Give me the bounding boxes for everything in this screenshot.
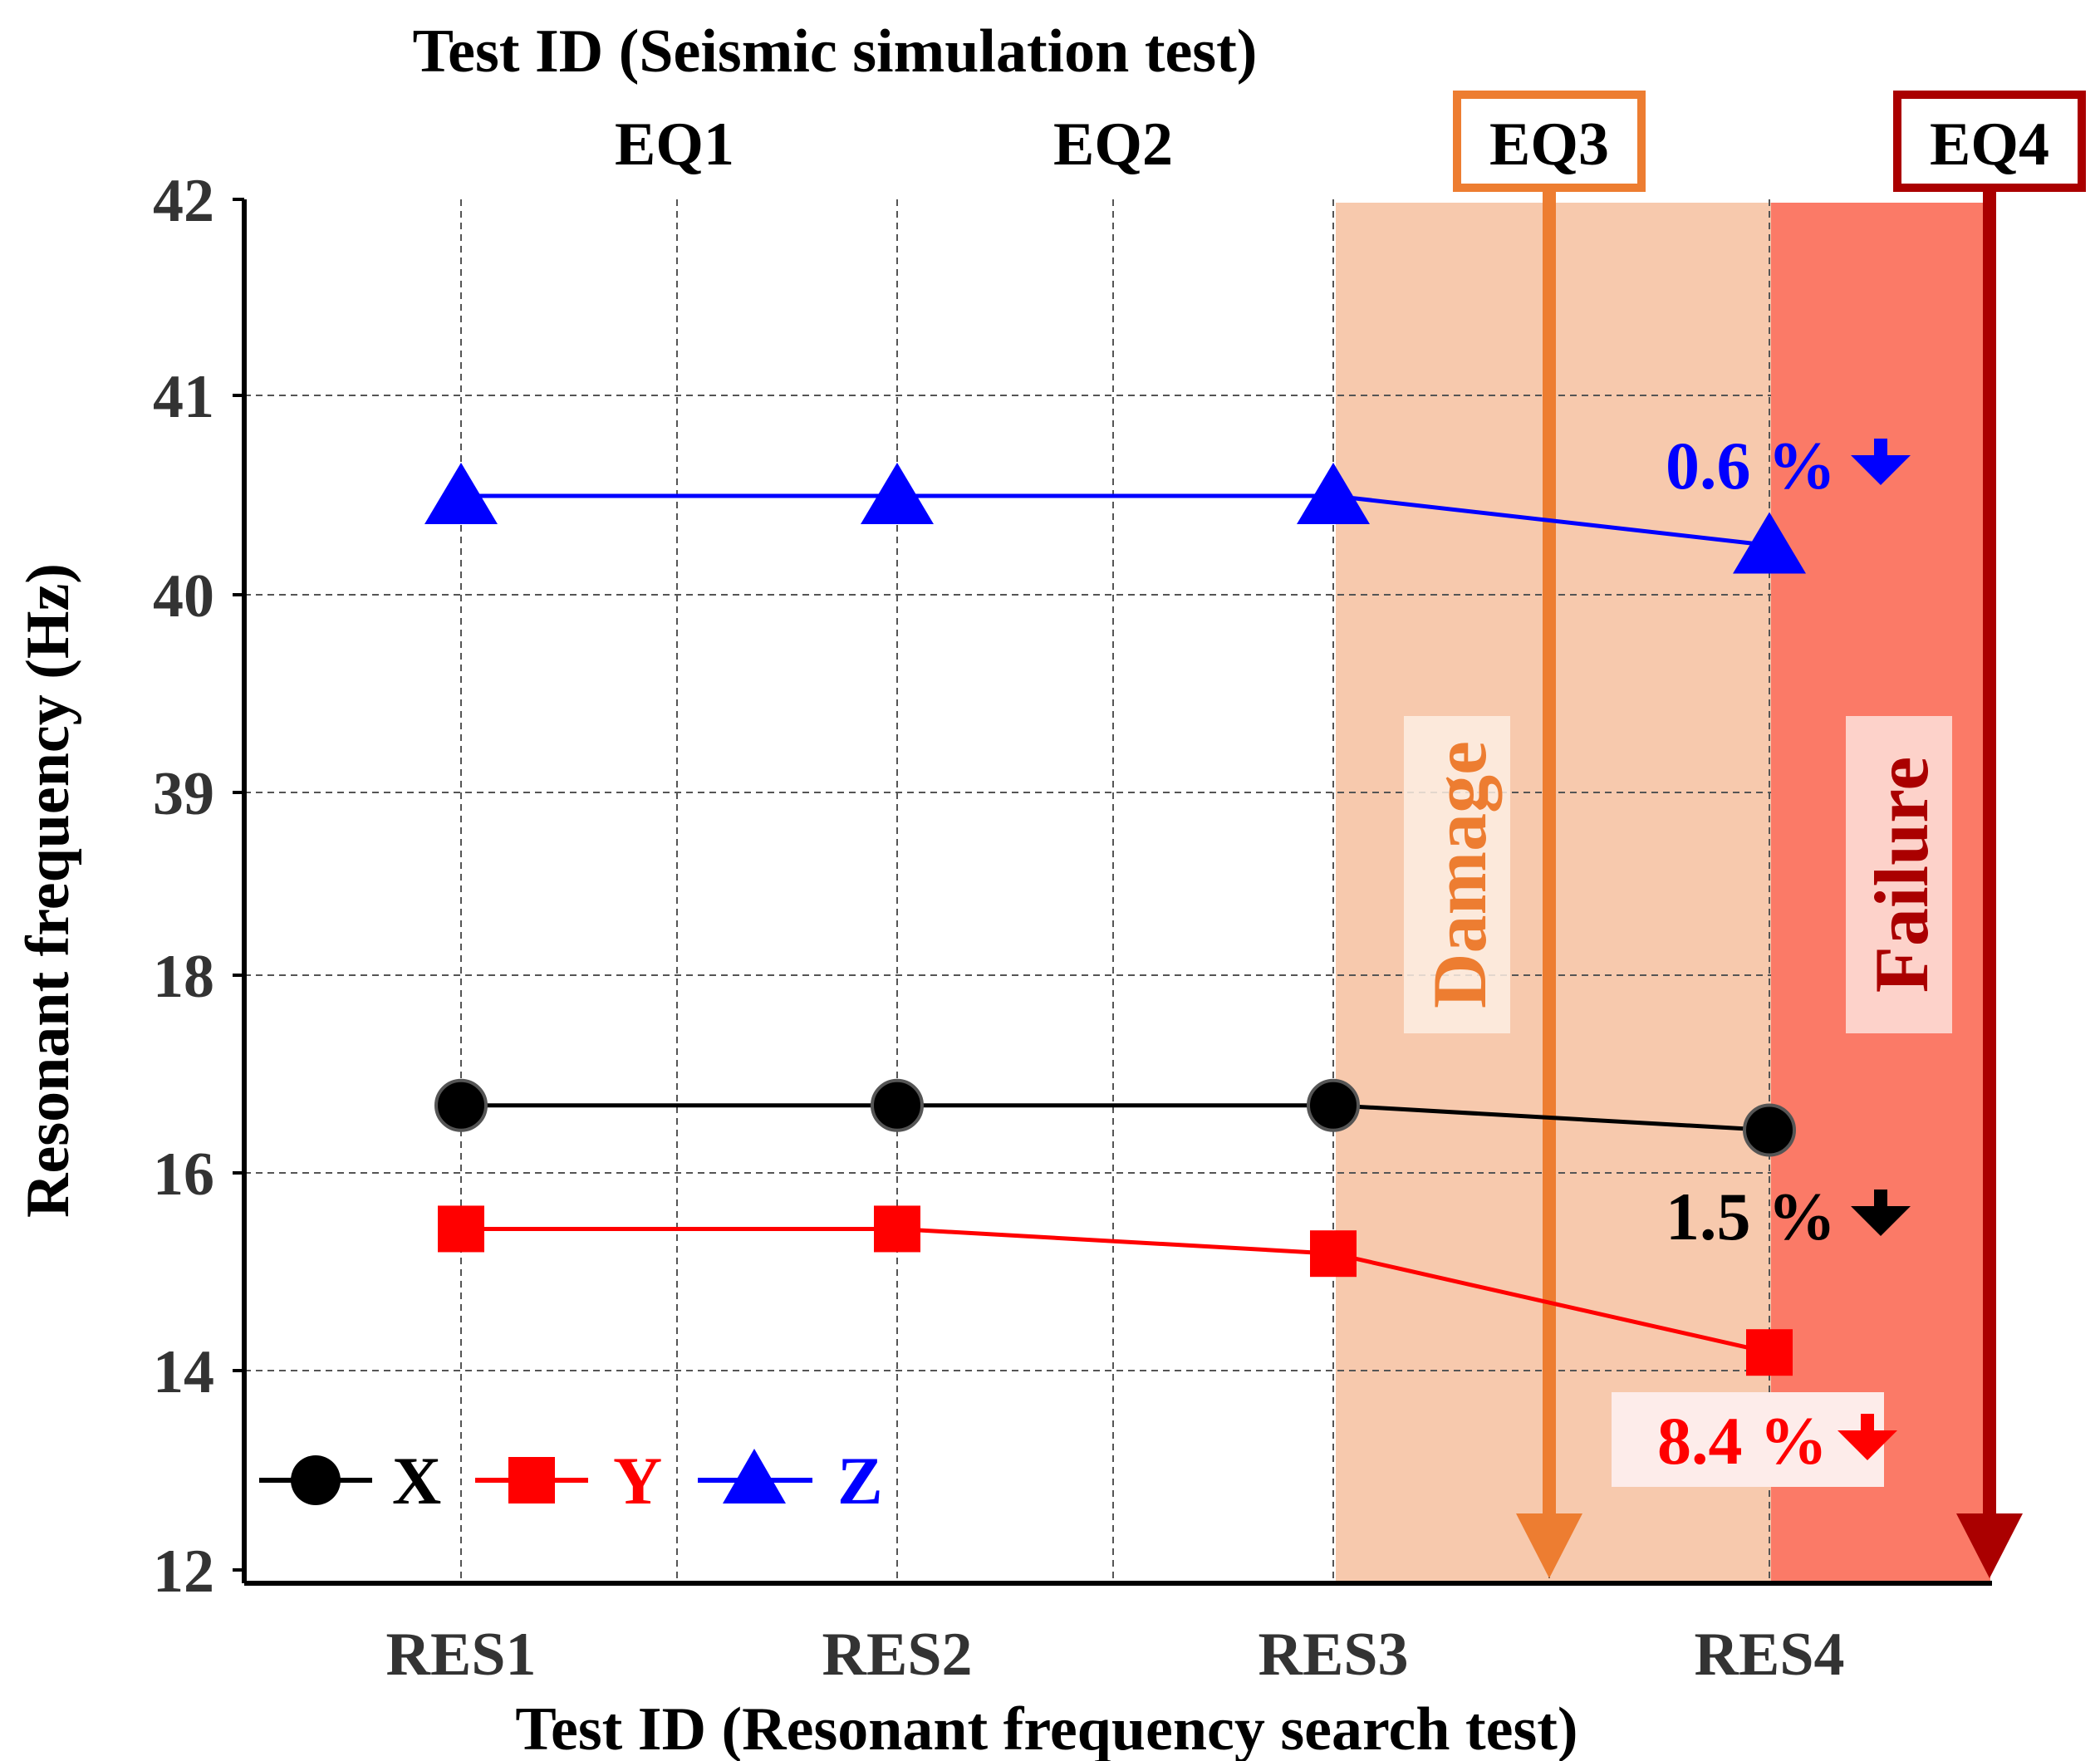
x-tick-label: RES1 [386,1621,537,1689]
top-tick-eq1: EQ1 [615,110,734,179]
annotation-x-text: 1.5 % [1666,1179,1836,1254]
data-point-z [1733,512,1806,574]
eq3-arrow [1516,189,1582,1578]
x-axis-title: Test ID (Resonant frequency search test) [515,1695,1577,1761]
legend-marker-z [723,1449,786,1503]
data-point-z [424,463,498,524]
plot-frame [242,199,1992,1586]
annotation-y: 8.4 % [1612,1392,1897,1487]
legend-label-x: X [392,1443,441,1518]
data-point-x [1743,1103,1796,1157]
legend-marker-x [291,1455,341,1505]
data-point-y [874,1205,920,1253]
x-tick-label: RES3 [1259,1621,1409,1689]
down-arrow-icon [1851,1190,1911,1236]
y-tick-labels: 42 41 40 39 18 16 14 12 [153,167,244,1606]
legend: X Y Z [259,1443,883,1518]
failure-label-bg [1846,716,1952,1033]
top-tick-eq4: EQ4 [1930,110,2049,179]
annotation-y-text: 8.4 % [1657,1403,1828,1479]
annotation-x: 1.5 % [1666,1179,1911,1254]
data-point-y [1746,1329,1793,1376]
y-tick-label: 18 [153,943,214,1011]
annotation-z-text: 0.6 % [1666,428,1836,503]
top-tick-eq3: EQ3 [1489,110,1609,179]
y-tick-label: 39 [153,760,214,828]
damage-label-bg [1404,716,1510,1033]
annotation-z: 0.6 % [1666,428,1911,503]
series-z [424,463,1806,574]
legend-label-z: Z [837,1443,883,1518]
down-arrow-icon [1838,1414,1897,1460]
x-tick-label: RES4 [1695,1621,1845,1689]
legend-label-y: Y [613,1443,662,1518]
damage-label: Damage [1417,741,1502,1008]
series-line-y [461,1226,1770,1355]
x-tick-labels: RES1 RES2 RES3 RES4 [386,1621,1845,1689]
annotation-y-bg [1612,1392,1884,1487]
data-point-x [871,1078,924,1132]
eq4-arrow [1956,189,2023,1578]
eq4-box [1893,91,2086,192]
data-point-x [1307,1078,1360,1132]
series-line-z [461,493,1770,547]
top-axis-title: Test ID (Seismic simulation test) [413,17,1258,86]
failure-label: Failure [1859,757,1944,993]
down-arrow-icon [1851,439,1911,485]
data-point-y [1310,1230,1357,1278]
x-tick-label: RES2 [822,1621,973,1689]
top-tick-eq2: EQ2 [1053,110,1173,179]
data-point-z [1297,463,1370,524]
data-point-y [438,1205,484,1253]
series-x [434,1078,1796,1157]
y-axis-title: Resonant frequency (Hz) [14,563,82,1218]
y-tick-label: 16 [153,1140,214,1209]
series-line-x [461,1103,1770,1132]
data-point-z [861,463,934,524]
y-tick-label: 12 [153,1538,214,1606]
legend-marker-y [508,1457,555,1503]
eq3-box [1453,91,1646,192]
y-tick-label: 14 [153,1338,214,1406]
data-point-x [434,1078,488,1132]
y-tick-label: 42 [153,167,214,235]
y-tick-label: 41 [153,363,214,431]
series-y [438,1205,1793,1376]
y-tick-label: 40 [153,562,214,630]
series-layer [424,463,1806,1376]
